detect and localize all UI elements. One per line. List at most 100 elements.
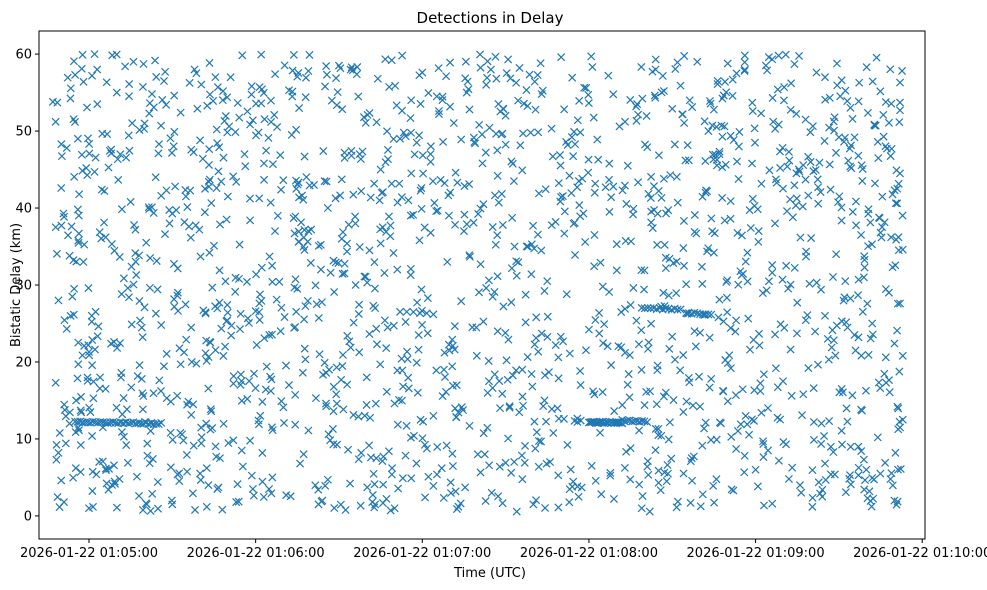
data-point	[657, 193, 666, 202]
data-point	[774, 456, 783, 465]
data-point	[854, 291, 863, 300]
data-point	[254, 420, 263, 429]
data-point	[654, 466, 663, 475]
data-point	[804, 364, 813, 373]
data-point	[732, 69, 741, 78]
data-point	[661, 264, 670, 273]
data-point	[252, 270, 261, 279]
data-point	[890, 339, 899, 348]
data-point	[689, 452, 698, 461]
data-point	[573, 116, 582, 125]
data-point	[64, 231, 73, 240]
data-point	[846, 442, 855, 451]
data-point	[537, 246, 546, 255]
data-point	[672, 172, 681, 181]
data-point	[272, 295, 281, 304]
data-point	[135, 125, 144, 134]
data-point	[576, 366, 585, 376]
data-point	[874, 378, 883, 387]
data-point	[620, 348, 630, 357]
data-point	[70, 284, 79, 293]
data-point	[842, 404, 851, 413]
x-axis-label: Time (UTC)	[453, 566, 526, 581]
data-point	[708, 150, 717, 159]
data-point	[563, 440, 572, 449]
data-point	[391, 81, 400, 90]
data-point	[160, 230, 170, 239]
data-point	[590, 230, 599, 239]
data-point	[532, 313, 541, 322]
data-point	[490, 370, 499, 379]
data-point	[300, 245, 309, 254]
data-point	[271, 70, 280, 79]
data-point	[124, 293, 134, 302]
data-point	[440, 373, 450, 382]
data-point	[96, 373, 105, 382]
data-point	[784, 474, 793, 483]
data-point	[609, 494, 618, 504]
data-point	[501, 111, 510, 120]
data-point	[527, 369, 536, 378]
data-point	[493, 231, 502, 240]
data-point	[680, 118, 689, 128]
data-point	[515, 63, 524, 72]
data-point	[270, 110, 279, 119]
x-tick-label: 2026-01-22 01:08:00	[520, 546, 658, 561]
data-point	[155, 376, 164, 385]
data-point	[577, 483, 586, 492]
data-point	[434, 64, 443, 73]
data-point	[271, 227, 280, 236]
data-point	[105, 464, 114, 473]
data-point	[175, 477, 184, 486]
data-point	[183, 203, 192, 212]
data-point	[647, 172, 656, 181]
data-point	[402, 421, 411, 430]
data-point	[321, 399, 330, 408]
data-point	[396, 134, 405, 143]
data-point	[896, 423, 905, 432]
data-point	[498, 220, 507, 229]
data-point	[179, 436, 188, 445]
data-point	[663, 460, 672, 470]
data-point	[538, 86, 547, 95]
data-point	[248, 484, 257, 493]
data-point	[137, 323, 146, 332]
data-point	[300, 344, 309, 353]
data-point	[770, 219, 780, 228]
data-point	[66, 84, 75, 93]
data-point	[567, 133, 576, 142]
data-point	[530, 417, 539, 426]
data-point	[860, 263, 869, 272]
data-point	[370, 284, 379, 293]
data-point	[277, 397, 286, 406]
data-point	[412, 358, 421, 367]
data-point	[648, 224, 657, 233]
data-point	[181, 192, 190, 201]
data-point	[82, 103, 92, 112]
data-point	[837, 203, 846, 212]
data-point	[182, 450, 191, 459]
data-point	[173, 264, 182, 273]
data-point	[157, 121, 166, 130]
data-point	[726, 214, 735, 223]
data-point	[51, 378, 60, 387]
data-point	[893, 402, 902, 411]
data-point	[302, 173, 311, 182]
data-point	[322, 177, 331, 186]
data-point	[167, 148, 176, 157]
data-point	[701, 418, 710, 427]
data-point	[605, 288, 614, 297]
data-point	[670, 140, 679, 149]
data-point	[197, 80, 206, 89]
data-point	[159, 77, 169, 86]
data-point	[372, 118, 381, 127]
data-point	[444, 191, 453, 200]
data-point	[607, 361, 616, 370]
data-point	[68, 292, 77, 301]
data-point	[316, 240, 325, 249]
data-point	[864, 205, 873, 214]
data-point	[244, 318, 253, 327]
data-point	[211, 302, 220, 311]
data-point	[149, 103, 158, 112]
data-point	[706, 99, 715, 108]
